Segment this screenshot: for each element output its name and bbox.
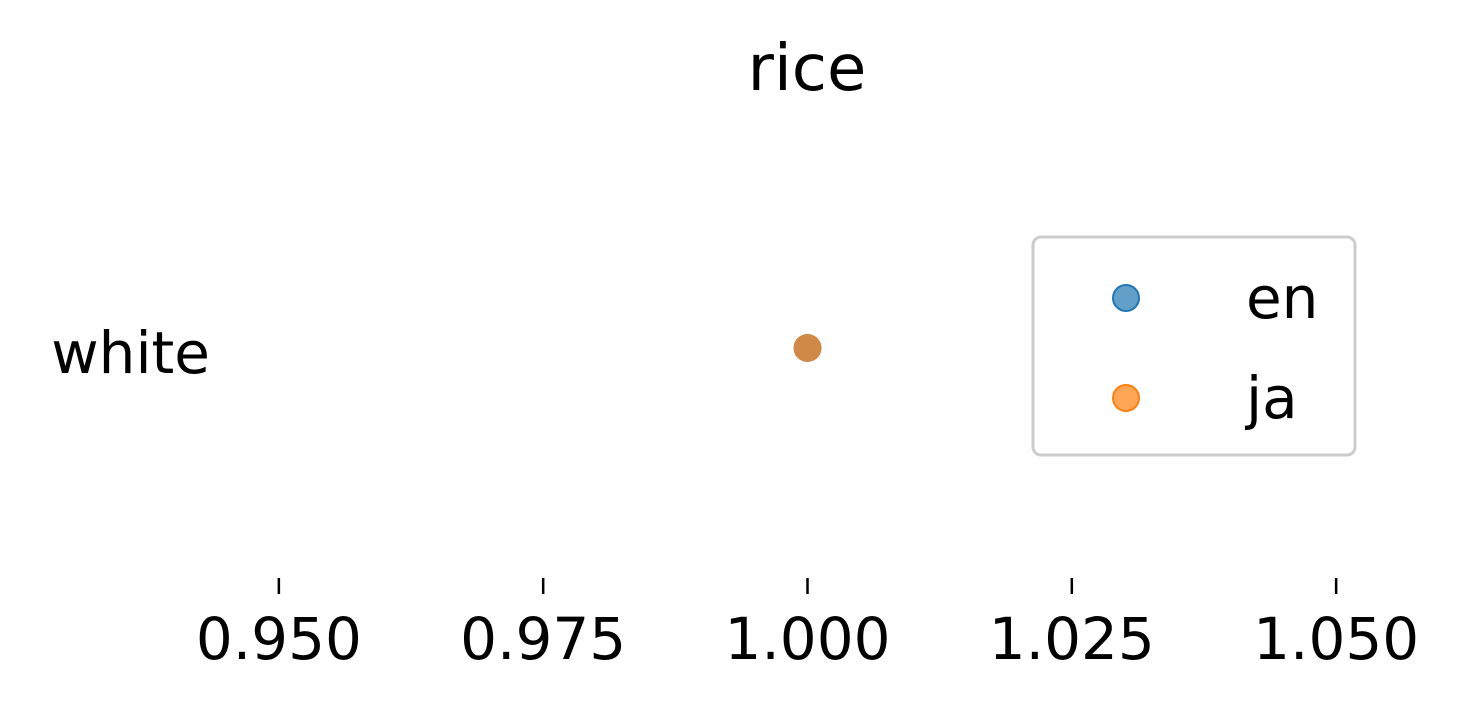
legend-label-en: en [1246,264,1318,332]
x-tick-label: 1.000 [724,605,890,673]
legend-marker-ja [1112,384,1140,412]
x-tick-label: 1.025 [989,605,1155,673]
y-tick-label: white [51,319,210,387]
legend-marker-en [1112,284,1140,312]
legend: en ja [1031,235,1357,457]
x-tick-label: 1.050 [1253,605,1419,673]
x-axis: 0.950 0.975 1.000 1.025 1.050 [196,578,1419,673]
x-tick-label: 0.975 [460,605,626,673]
plot-area [793,334,822,362]
chart-title: rice [748,32,867,106]
y-axis: white [51,319,210,387]
x-tick-label: 0.950 [196,605,362,673]
legend-label-ja: ja [1244,364,1298,432]
data-point-ja [793,334,822,362]
